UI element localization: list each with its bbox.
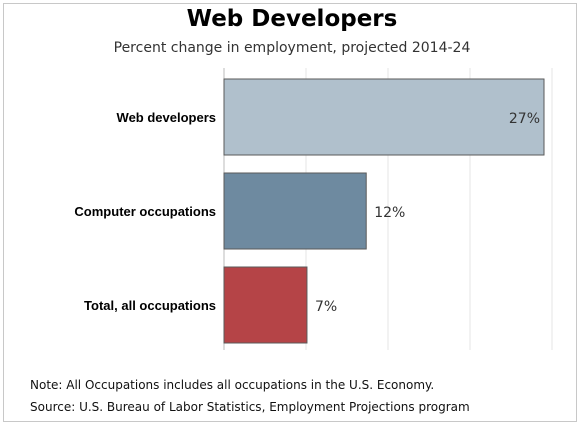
value-label-2: 7% [315,299,337,315]
bar-1 [223,172,367,250]
chart-subtitle: Percent change in employment, projected … [113,40,471,56]
category-label-0: Web developers [117,110,216,125]
bar-2 [223,266,308,344]
chart-note: Note: All Occupations includes all occup… [30,378,435,392]
chart-source: Source: U.S. Bureau of Labor Statistics,… [30,400,470,414]
category-label-2: Total, all occupations [84,298,216,313]
category-label-1: Computer occupations [74,204,216,219]
value-label-0: 27% [509,111,540,127]
value-label-1: 12% [374,205,405,221]
chart-frame [3,3,577,422]
chart-title: Web Developers [186,6,398,32]
bar-0 [223,78,545,156]
